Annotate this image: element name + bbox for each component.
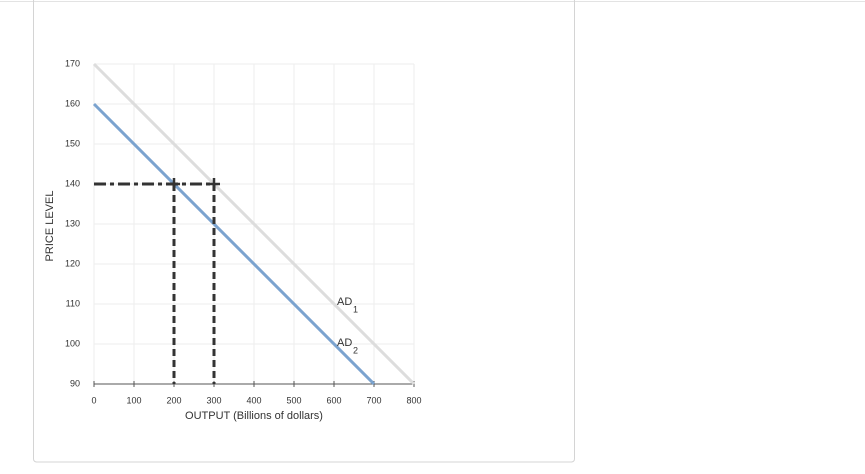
series-label: AD xyxy=(337,337,352,349)
x-tick-label: 300 xyxy=(206,395,221,405)
y-tick-label: 170 xyxy=(65,58,80,68)
y-tick-label: 140 xyxy=(65,178,80,188)
x-tick-label: 600 xyxy=(326,395,341,405)
y-tick-label: 120 xyxy=(65,258,80,268)
y-axis-label: PRICE LEVEL xyxy=(44,191,56,262)
point-marker xyxy=(168,178,180,190)
x-tick-label: 800 xyxy=(406,395,421,405)
y-tick-label: 100 xyxy=(65,338,80,348)
panel xyxy=(33,0,575,463)
y-tick-label: 160 xyxy=(65,98,80,108)
y-tick-label: 150 xyxy=(65,138,80,148)
y-tick-label: 90 xyxy=(70,378,80,388)
x-tick-label: 700 xyxy=(366,395,381,405)
series-label-subscript: 2 xyxy=(353,345,358,355)
demand-curve xyxy=(92,62,416,386)
x-tick-label: 200 xyxy=(166,395,181,405)
x-axis-label: OUTPUT (Billions of dollars) xyxy=(185,410,323,422)
x-tick-label: 400 xyxy=(246,395,261,405)
y-tick-label: 130 xyxy=(65,218,80,228)
y-tick-label: 110 xyxy=(66,298,80,308)
demand-curve xyxy=(92,102,376,386)
point-marker xyxy=(208,178,220,190)
x-tick-label: 0 xyxy=(91,395,96,405)
series-label: AD xyxy=(337,296,352,308)
series-label-subscript: 1 xyxy=(353,304,358,314)
x-tick-label: 100 xyxy=(126,395,141,405)
x-tick-label: 500 xyxy=(286,395,301,405)
